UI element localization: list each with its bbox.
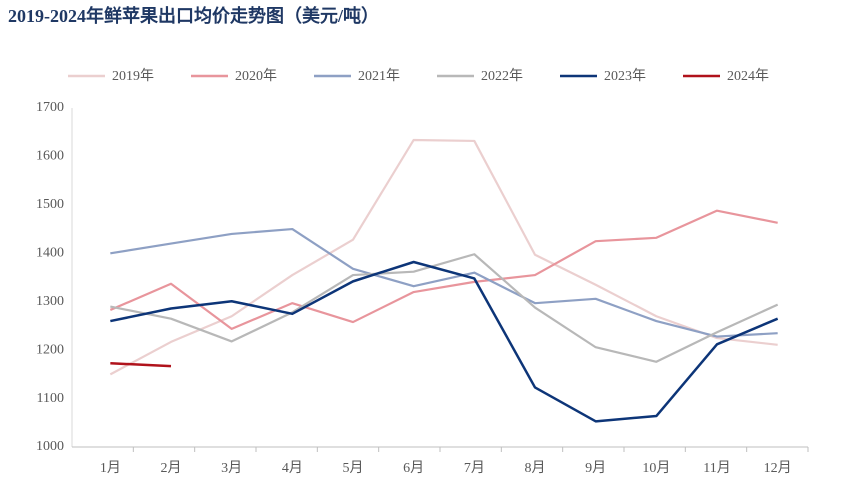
series-line [110,227,778,338]
legend-label: 2019年 [112,68,154,84]
x-tick-label: 2月 [161,460,182,476]
y-tick-label: 1300 [36,294,64,309]
x-tick-label: 5月 [343,460,364,476]
x-tick-label: 4月 [282,460,303,476]
x-tick-label: 1月 [100,460,121,476]
series-line [110,253,779,363]
x-tick-label: 8月 [525,460,546,476]
x-tick-label: 7月 [464,460,485,476]
y-tick-label: 1200 [36,342,64,357]
chart-title: 2019-2024年鲜苹果出口均价走势图（美元/吨） [8,5,379,26]
x-tick-label: 11月 [703,460,730,476]
legend-label: 2020年 [235,68,277,84]
x-tick-label: 10月 [642,460,670,476]
x-tick-label: 3月 [221,460,242,476]
series-line [110,260,779,423]
legend-label: 2022年 [481,68,523,84]
x-tick-label: 9月 [585,460,606,476]
y-tick-label: 1400 [36,246,64,261]
y-tick-label: 1000 [36,439,64,454]
y-tick-label: 1100 [37,391,64,406]
series-line [109,209,778,330]
series-line [110,361,172,368]
y-tick-label: 1700 [36,100,64,115]
x-tick-label: 12月 [764,460,792,476]
y-tick-label: 1500 [36,197,64,212]
legend-label: 2023年 [604,68,646,84]
legend-label: 2024年 [727,68,769,84]
y-tick-label: 1600 [36,149,64,164]
x-tick-label: 6月 [403,460,424,476]
legend-label: 2021年 [358,68,400,84]
